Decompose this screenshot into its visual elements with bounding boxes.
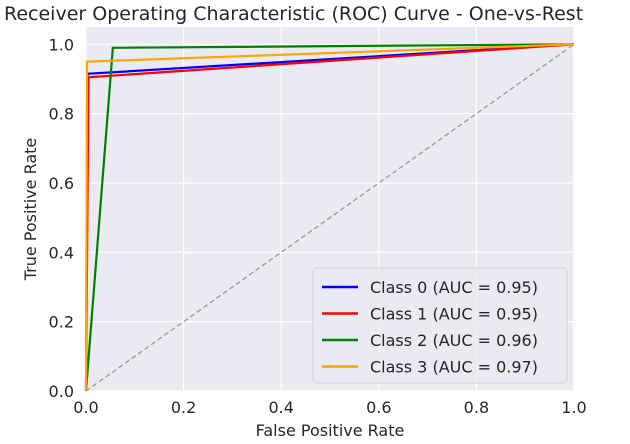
y-tick-label: 0.0: [49, 382, 74, 401]
legend-label: Class 0 (AUC = 0.95): [370, 278, 538, 297]
legend-label: Class 2 (AUC = 0.96): [370, 331, 538, 350]
chance-diagonal: [85, 43, 575, 392]
grid: [85, 27, 575, 392]
series-line-class-2: [84, 43, 575, 392]
x-tick-label: 0.4: [268, 398, 293, 417]
legend-label: Class 1 (AUC = 0.95): [370, 305, 538, 324]
y-tick-label: 0.2: [49, 313, 74, 332]
legend-label: Class 3 (AUC = 0.97): [370, 358, 538, 377]
legend: Class 0 (AUC = 0.95) Class 1 (AUC = 0.95)…: [312, 267, 568, 384]
x-tick-label: 1.0: [561, 398, 586, 417]
x-tick-label: 0.8: [464, 398, 489, 417]
ticks: 0.0 0.2 0.4 0.6 0.8 1.0 0.0 0.2 0.4 0.6 0.8 1.0: [49, 35, 587, 417]
y-tick-label: 0.8: [49, 105, 74, 124]
y-tick-label: 1.0: [49, 35, 74, 54]
x-tick-label: 0.2: [171, 398, 196, 417]
chart-title: Receiver Operating Characteristic (ROC) …: [4, 3, 583, 25]
legend-box: [312, 267, 568, 384]
y-tick-label: 0.4: [49, 243, 74, 262]
y-tick-label: 0.6: [49, 174, 74, 193]
y-axis-label: True Positive Rate: [21, 138, 40, 282]
x-axis-label: False Positive Rate: [256, 421, 405, 440]
x-tick-label: 0.0: [73, 398, 98, 417]
series-lines: [84, 43, 575, 392]
x-tick-label: 0.6: [366, 398, 391, 417]
series-line-class-3: [84, 43, 575, 392]
